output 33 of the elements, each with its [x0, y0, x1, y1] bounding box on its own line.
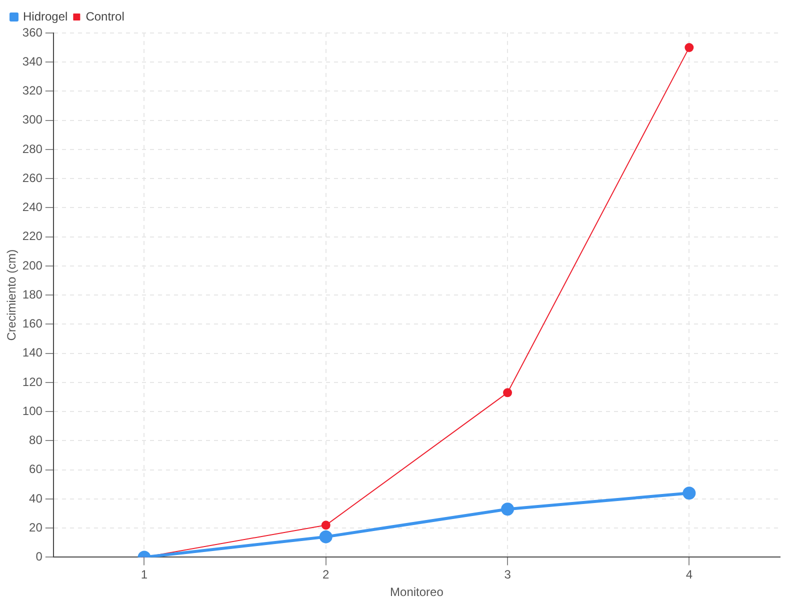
y-tick-label: 40	[29, 491, 43, 506]
y-tick-label: 0	[36, 550, 43, 564]
y-tick-label: 80	[29, 433, 43, 448]
y-tick-label: 280	[22, 142, 43, 156]
legend-label: Control	[86, 9, 124, 24]
y-tick-label: 200	[22, 258, 43, 272]
x-tick-label: 3	[504, 568, 512, 582]
y-tick-label: 120	[22, 374, 43, 389]
point	[321, 520, 330, 530]
x-tick-label: 4	[686, 568, 693, 582]
y-tick-label: 160	[22, 316, 43, 331]
y-tick-label: 180	[22, 287, 43, 302]
y-tick-label: 220	[22, 229, 43, 244]
y-axis-title: Crecimiento (cm)	[4, 249, 19, 341]
y-tick-label: 320	[22, 84, 43, 98]
legend-label: Hidrogel	[23, 9, 68, 24]
point	[682, 486, 696, 500]
point	[501, 502, 514, 516]
y-tick-label: 60	[29, 462, 43, 476]
point	[684, 43, 694, 52]
y-tick-label: 20	[29, 520, 43, 534]
point	[503, 388, 512, 398]
x-tick-label: 2	[322, 568, 330, 582]
point	[319, 530, 332, 544]
y-tick-label: 300	[22, 112, 43, 127]
y-tick-label: 360	[22, 25, 43, 40]
y-tick-label: 240	[22, 200, 43, 214]
y-tick-label: 340	[22, 54, 43, 68]
y-tick-label: 140	[22, 346, 43, 360]
y-tick-label: 260	[22, 170, 43, 185]
x-axis-title: Monitoreo	[390, 585, 444, 600]
y-tick-label: 100	[22, 404, 43, 418]
x-tick-label: 1	[140, 568, 148, 582]
